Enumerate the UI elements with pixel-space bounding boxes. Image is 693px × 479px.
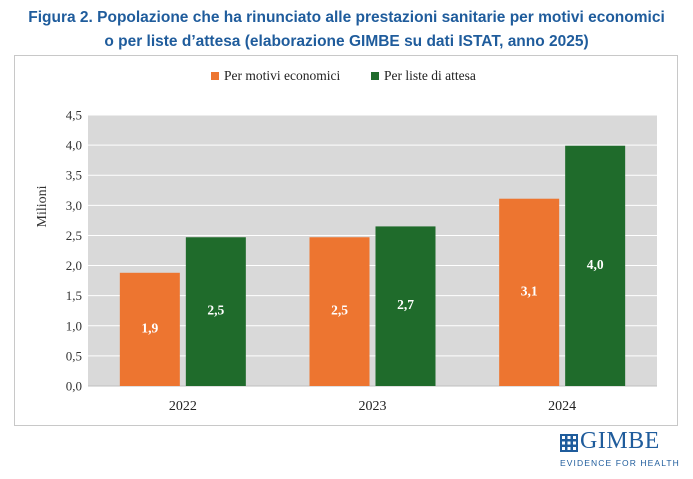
x-tick-label: 2024 [548, 399, 576, 414]
legend-swatch-economici [211, 72, 219, 80]
logo-name: GIMBE [580, 428, 660, 454]
x-tick-label: 2022 [169, 399, 197, 414]
y-tick-label: 2,0 [66, 258, 82, 273]
figure-title-line-2: o per liste d’attesa (elaborazione GIMBE… [104, 33, 589, 50]
legend-label: Per liste di attesa [384, 68, 476, 83]
gimbe-logo: GIMBE EVIDENCE FOR HEALTH [560, 428, 682, 472]
data-label: 2,7 [397, 297, 414, 312]
bar-economici-2023 [309, 237, 370, 386]
data-label: 2,5 [207, 303, 224, 318]
y-tick-label: 2,5 [66, 228, 82, 243]
legend-swatch-attesa [371, 72, 379, 80]
chart-frame: 0,0 0,5 1,0 1,5 2,0 2,5 3,0 3,5 4,0 4,5 Milioni 1,9… [14, 55, 678, 426]
y-axis-title: Milioni [35, 185, 50, 227]
y-tick-label: 4,5 [66, 108, 82, 123]
plot-area [88, 115, 657, 386]
bar-attesa-2022 [185, 237, 246, 386]
bar-chart: 0,0 0,5 1,0 1,5 2,0 2,5 3,0 3,5 4,0 4,5 Milioni 1,9… [35, 68, 657, 414]
data-label: 1,9 [141, 320, 158, 335]
bar-economici-2022 [119, 272, 180, 386]
legend-label: Per motivi economici [224, 68, 340, 83]
gimbe-grid-icon [560, 434, 578, 452]
data-label: 2,5 [331, 303, 348, 318]
y-tick-label: 4,0 [66, 138, 82, 153]
bar-attesa-2023 [375, 226, 436, 386]
bar-economici-2024 [499, 198, 560, 386]
figure-title: Figura 2. Popolazione che ha rinunciato … [0, 6, 693, 54]
y-tick-label: 0,0 [66, 379, 82, 394]
x-tick-label: 2023 [359, 399, 387, 414]
y-tick-label: 1,0 [66, 318, 82, 333]
y-tick-label: 3,5 [66, 168, 82, 183]
data-label: 3,1 [521, 283, 538, 298]
bar-attesa-2024 [565, 145, 626, 386]
y-tick-label: 1,5 [66, 288, 82, 303]
y-tick-label: 3,0 [66, 198, 82, 213]
y-tick-label: 0,5 [66, 348, 82, 363]
figure-title-line-1: Figura 2. Popolazione che ha rinunciato … [28, 9, 665, 26]
data-label: 4,0 [587, 257, 604, 272]
logo-tagline: EVIDENCE FOR HEALTH [560, 458, 680, 468]
